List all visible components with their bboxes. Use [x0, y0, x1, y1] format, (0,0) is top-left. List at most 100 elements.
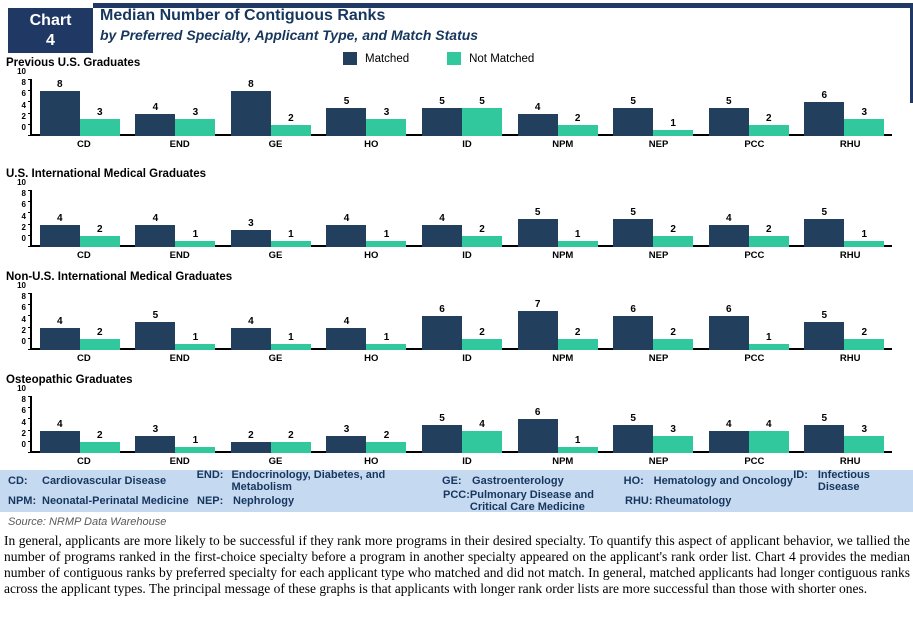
bar-value-label: 3 [861, 107, 868, 119]
bar-value-label: 4 [343, 315, 350, 327]
bar-matched: 6 [804, 90, 845, 136]
bar-value-label: 2 [97, 223, 103, 235]
bar-value-label: 4 [439, 212, 445, 224]
legend-label-not-matched: Not Matched [469, 52, 535, 65]
bar-not-matched: 2 [270, 430, 311, 453]
category-label: NPM [552, 139, 574, 150]
bar-matched: 8 [230, 79, 271, 136]
bar-not-matched: 1 [748, 332, 789, 350]
y-axis-label: 4 [21, 314, 26, 324]
bar-value-label: 1 [574, 229, 581, 241]
not-matched-swatch-icon [447, 52, 462, 65]
bar-value-label: 4 [534, 101, 541, 113]
abbreviation-cell: CD: Cardiovascular Disease [8, 475, 197, 487]
panel-title: Previous U.S. Graduates [6, 57, 141, 69]
abbreviation-table: CD: Cardiovascular Disease END: Endocrinolo… [0, 469, 913, 513]
bar-not-matched: 2 [79, 224, 120, 247]
legend-item-not-matched: Not Matched [447, 52, 534, 65]
bar-value-label: 1 [192, 435, 199, 447]
bar-matched: 4 [517, 102, 558, 136]
abbreviation-key: END: [196, 469, 224, 481]
category-label: HO [364, 353, 379, 364]
bar-value-label: 5 [439, 413, 445, 424]
body-paragraph: In general, applicants are more likely t… [4, 533, 910, 596]
bar-value-label: 4 [343, 212, 350, 224]
category-label: END [169, 139, 190, 150]
abbreviation-cell: ID: Infectious Disease [793, 469, 913, 493]
bar-matched: 5 [613, 96, 654, 136]
bar-value-label: 2 [765, 112, 772, 124]
y-axis-label: 4 [21, 417, 26, 427]
bar-not-matched: 2 [557, 113, 598, 136]
bar-matched: 5 [804, 413, 845, 453]
bar-not-matched: 2 [653, 327, 694, 350]
title-block: Median Number of Contiguous Ranks by Pre… [100, 7, 478, 43]
plot-row: 0 2 4 6 8 10 8 3 4 3 8 2 5 3 5 5 4 2 5 1 5 2 6 3 [6, 67, 907, 136]
bar-value-label: 1 [574, 435, 581, 447]
bar-value-label: 2 [97, 429, 103, 441]
y-axis-label: 2 [21, 325, 26, 335]
abbreviation-definition: Infectious Disease [817, 469, 870, 493]
category-label: NEP [648, 250, 669, 261]
y-axis-label: 8 [21, 292, 26, 302]
bar-value-label: 2 [288, 429, 294, 441]
y-axis: 0 2 4 6 8 10 [6, 384, 32, 453]
bar-value-label: 4 [248, 315, 254, 327]
y-axis: 0 2 4 6 8 10 [6, 67, 32, 136]
chart-panels: Previous U.S. Graduates 0 2 4 6 8 10 8 3 4 3 8 2 5 3 5 5… [6, 57, 907, 477]
y-axis-label: 2 [21, 111, 26, 121]
category-label: ID [462, 250, 472, 261]
bar-value-label: 1 [288, 332, 294, 344]
bar-matched: 4 [326, 316, 367, 350]
category-axis: CD END GE HO ID NPM NEP PCC RHU [36, 250, 898, 261]
bar-value-label: 2 [574, 112, 581, 124]
legend-item-matched: Matched [343, 52, 409, 65]
bar-matched: 4 [708, 213, 749, 247]
bar-value-label: 5 [630, 96, 636, 107]
abbreviation-key: NPM: [8, 495, 37, 507]
chart-label: Chart [29, 11, 72, 29]
chart-number-badge: Chart 4 [8, 8, 93, 53]
bar-value-label: 4 [57, 315, 63, 327]
bar-matched: 8 [39, 79, 80, 136]
category-label: RHU [839, 456, 861, 467]
abbreviation-definition: Cardiovascular Disease [42, 475, 167, 487]
bar-not-matched: 2 [653, 224, 694, 247]
category-axis: CD END GE HO ID NPM NEP PCC RHU [36, 353, 898, 364]
y-axis-tick [28, 293, 32, 294]
bar-value-label: 2 [97, 326, 103, 338]
bar-not-matched: 1 [175, 229, 216, 247]
bar-value-label: 3 [343, 424, 350, 436]
bar-value-label: 4 [152, 212, 159, 224]
category-label: ID [462, 139, 472, 150]
bar-matched: 5 [804, 310, 845, 350]
bar-not-matched: 4 [748, 419, 789, 453]
page-title: Median Number of Contiguous Ranks [100, 7, 386, 24]
bar-matched: 5 [326, 96, 367, 136]
abbreviation-row: NPM: Neonatal-Perinatal Medicine NEP: Nephr… [0, 489, 913, 513]
y-axis-label: 0 [21, 440, 26, 449]
bar-value-label: 4 [57, 212, 63, 224]
bar-not-matched: 1 [366, 229, 407, 247]
abbreviation-cell: NPM: Neonatal-Perinatal Medicine [8, 495, 197, 507]
panel-1: Previous U.S. Graduates 0 2 4 6 8 10 8 3 4 3 8 2 5 3 5 5… [6, 57, 907, 168]
bar-value-label: 6 [630, 304, 636, 316]
bar-matched: 4 [135, 102, 176, 136]
bar-value-label: 1 [670, 118, 676, 130]
bar-not-matched: 3 [844, 424, 885, 453]
page-subtitle: by Preferred Specialty, Applicant Type, … [100, 27, 479, 43]
bar-value-label: 5 [439, 96, 445, 107]
bar-matched: 4 [39, 316, 80, 350]
bar-not-matched: 1 [557, 229, 598, 247]
